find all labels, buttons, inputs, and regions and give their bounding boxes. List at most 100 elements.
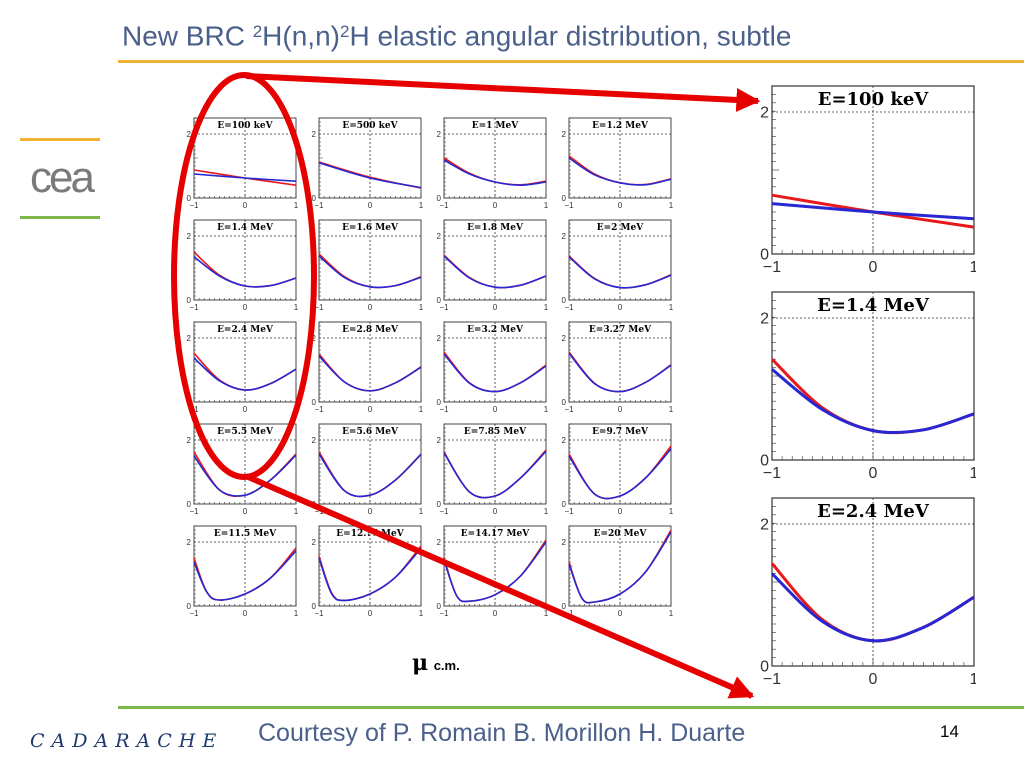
panel-title: E=1.6 MeV bbox=[342, 223, 399, 233]
panel: E=14.17 MeV −1 0 1 0 2 bbox=[420, 514, 549, 623]
zoom-panel: E=100 keV −1 0 1 0 2 bbox=[750, 84, 979, 285]
mu-symbol: μ bbox=[412, 650, 429, 676]
x-tick-label: −1 bbox=[314, 405, 324, 414]
panel-svg: E=500 keV−1 0 102 bbox=[312, 117, 424, 210]
panel-title: E=1.8 MeV bbox=[467, 223, 524, 233]
panel-title: E=500 keV bbox=[342, 121, 398, 131]
y-tick-label: 2 bbox=[187, 538, 192, 547]
x-tick-label: 0 bbox=[493, 303, 498, 312]
y-tick-label: 0 bbox=[760, 453, 769, 470]
y-tick-label: 2 bbox=[760, 517, 769, 534]
series-blue-line bbox=[443, 353, 547, 393]
panel-title: E=2 MeV bbox=[597, 223, 644, 233]
series-blue-line bbox=[443, 159, 547, 187]
panel: E=3.27 MeV −1 0 1 0 2 bbox=[545, 310, 674, 419]
panel: E=1.6 MeV −1 0 1 0 2 bbox=[295, 208, 424, 317]
x-tick-label: 0 bbox=[368, 609, 373, 618]
panel: E=1.2 MeV −1 0 1 0 2 bbox=[545, 106, 674, 215]
y-tick-label: 0 bbox=[312, 500, 317, 509]
panel-svg: E=2 MeV−1 0 102 bbox=[562, 219, 674, 312]
y-tick-label: 2 bbox=[562, 130, 567, 139]
x-tick-label: 0 bbox=[368, 303, 373, 312]
panel-title: E=5.5 MeV bbox=[217, 427, 274, 437]
page-title: New BRC 2H(n,n)2H elastic angular distri… bbox=[122, 20, 792, 52]
x-tick-label: −1 bbox=[439, 405, 449, 414]
x-tick-label: −1 bbox=[189, 507, 199, 516]
panel-title: E=2.4 MeV bbox=[217, 325, 274, 335]
panel-title: E=3.2 MeV bbox=[467, 325, 524, 335]
x-tick-label: 1 bbox=[669, 201, 673, 210]
x-tick-label: 1 bbox=[970, 671, 976, 688]
panel-svg: E=2.8 MeV−1 0 102 bbox=[312, 321, 424, 414]
y-tick-label: 0 bbox=[312, 398, 317, 407]
arrow-to-top-zoom bbox=[245, 73, 761, 112]
panel: E=2.8 MeV −1 0 1 0 2 bbox=[295, 310, 424, 419]
x-tick-label: 0 bbox=[493, 201, 498, 210]
x-tick-label: −1 bbox=[564, 201, 574, 210]
panel-title: E=12.?7 MeV bbox=[336, 529, 404, 539]
x-tick-label: 0 bbox=[243, 609, 248, 618]
mu-subscript: c.m. bbox=[433, 658, 460, 673]
panel: E=2 MeV −1 0 1 0 2 bbox=[545, 208, 674, 317]
x-tick-label: 1 bbox=[669, 303, 673, 312]
panel: E=500 keV −1 0 1 0 2 bbox=[295, 106, 424, 215]
y-tick-label: 0 bbox=[562, 194, 567, 203]
panel: E=7.85 MeV −1 0 1 0 2 bbox=[420, 412, 549, 521]
x-tick-label: 0 bbox=[368, 405, 373, 414]
panel-svg: E=2.4 MeV−1 0 102 bbox=[760, 497, 979, 688]
panel: E=2.4 MeV −1 0 1 0 2 bbox=[170, 310, 299, 419]
y-tick-label: 0 bbox=[187, 602, 192, 611]
panel-svg: E=3.2 MeV−1 0 102 bbox=[437, 321, 549, 414]
x-tick-label: −1 bbox=[564, 405, 574, 414]
x-tick-label: 1 bbox=[669, 405, 673, 414]
panel-title: E=7.85 MeV bbox=[464, 427, 527, 437]
x-tick-label: −1 bbox=[314, 303, 324, 312]
y-tick-label: 0 bbox=[437, 398, 442, 407]
y-tick-label: 2 bbox=[760, 311, 769, 328]
y-tick-label: 0 bbox=[437, 194, 442, 203]
panel-title: E=5.6 MeV bbox=[342, 427, 399, 437]
panel-svg: E=1.4 MeV−1 0 102 bbox=[760, 291, 979, 482]
x-tick-label: −1 bbox=[314, 201, 324, 210]
panel-svg: E=1.4 MeV−1 0 102 bbox=[187, 219, 299, 312]
y-tick-label: 0 bbox=[760, 247, 769, 264]
panel-svg: E=1 MeV−1 0 102 bbox=[437, 117, 549, 210]
panel-title: E=1.2 MeV bbox=[592, 121, 649, 131]
x-tick-label: −1 bbox=[763, 671, 781, 688]
x-tick-label: 1 bbox=[544, 201, 548, 210]
logo-text: cea bbox=[30, 153, 95, 202]
y-tick-label: 2 bbox=[562, 334, 567, 343]
panel: E=20 MeV −1 0 1 0 2 bbox=[545, 514, 674, 623]
panel-svg: E=1.8 MeV−1 0 102 bbox=[437, 219, 549, 312]
y-tick-label: 2 bbox=[437, 436, 442, 445]
x-tick-label: −1 bbox=[439, 303, 449, 312]
panel-title: E=100 keV bbox=[217, 121, 273, 131]
panel-svg: E=100 keV−1 0 102 bbox=[760, 85, 979, 276]
y-tick-label: 0 bbox=[437, 500, 442, 509]
x-tick-label: −1 bbox=[763, 259, 781, 276]
y-tick-label: 0 bbox=[562, 500, 567, 509]
x-tick-label: 0 bbox=[493, 405, 498, 414]
y-tick-label: 2 bbox=[312, 130, 317, 139]
x-tick-label: 0 bbox=[618, 201, 623, 210]
title-underline bbox=[118, 60, 1024, 63]
x-tick-label: 0 bbox=[869, 465, 878, 482]
cea-logo: cea bbox=[18, 138, 104, 222]
y-tick-label: 2 bbox=[187, 232, 192, 241]
y-tick-label: 2 bbox=[312, 334, 317, 343]
x-tick-label: −1 bbox=[439, 201, 449, 210]
panel-title: E=1.4 MeV bbox=[817, 295, 930, 316]
y-tick-label: 0 bbox=[562, 398, 567, 407]
y-tick-label: 0 bbox=[760, 659, 769, 676]
x-axis-label: μ c.m. bbox=[412, 650, 460, 676]
panel: E=1.4 MeV −1 0 1 0 2 bbox=[170, 208, 299, 317]
series-blue-line bbox=[770, 572, 975, 643]
zoom-panel: E=2.4 MeV −1 0 1 0 2 bbox=[750, 496, 979, 697]
panel-svg: E=20 MeV−1 0 102 bbox=[562, 525, 674, 618]
y-tick-label: 2 bbox=[562, 538, 567, 547]
y-tick-label: 2 bbox=[312, 538, 317, 547]
y-tick-label: 0 bbox=[187, 296, 192, 305]
panel: E=5.6 MeV −1 0 1 0 2 bbox=[295, 412, 424, 521]
x-tick-label: 1 bbox=[970, 259, 976, 276]
panel-svg: E=1.2 MeV−1 0 102 bbox=[562, 117, 674, 210]
